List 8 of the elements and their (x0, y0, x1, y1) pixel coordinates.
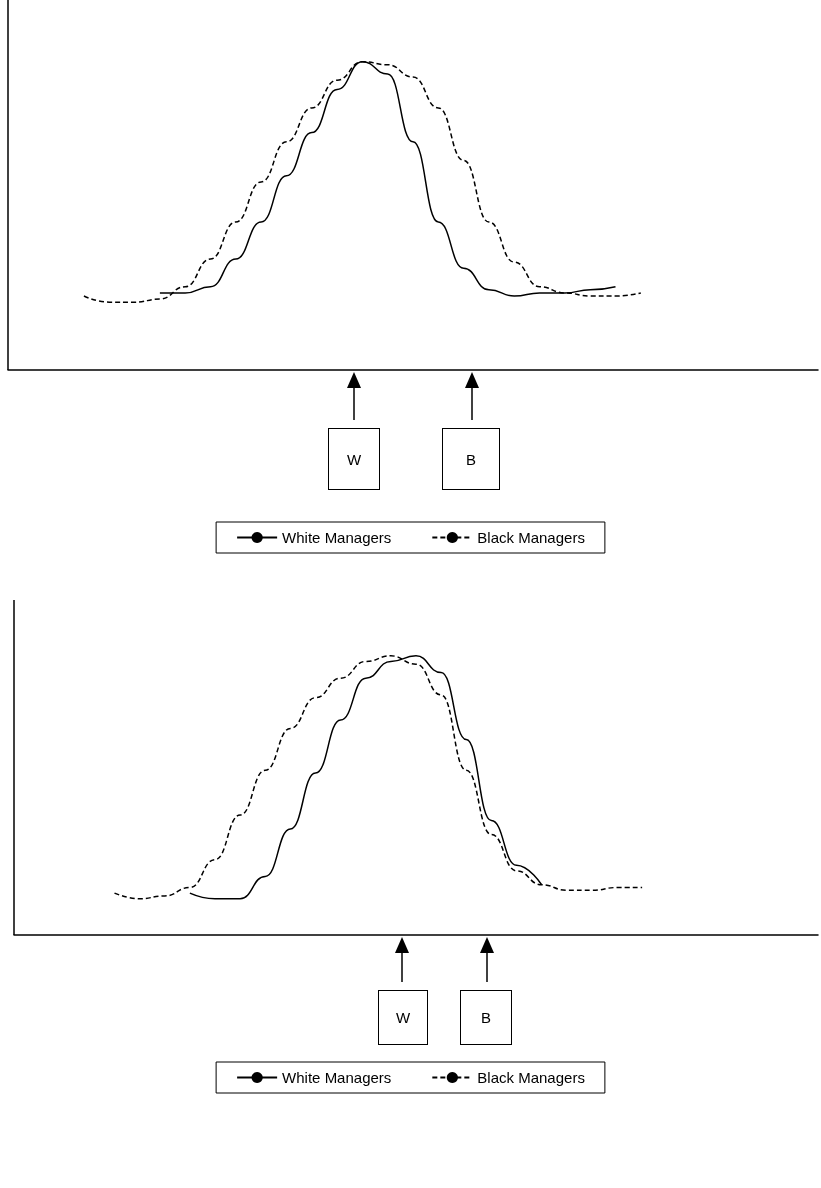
label-box: B (460, 990, 512, 1045)
legend-label: White Managers (282, 1069, 392, 1086)
label-box: W (378, 990, 428, 1045)
label-box: B (442, 428, 500, 490)
label-box: W (328, 428, 380, 490)
legend-label: Black Managers (477, 529, 585, 546)
legend-label: White Managers (282, 529, 392, 546)
legend-label: Black Managers (477, 1069, 585, 1086)
